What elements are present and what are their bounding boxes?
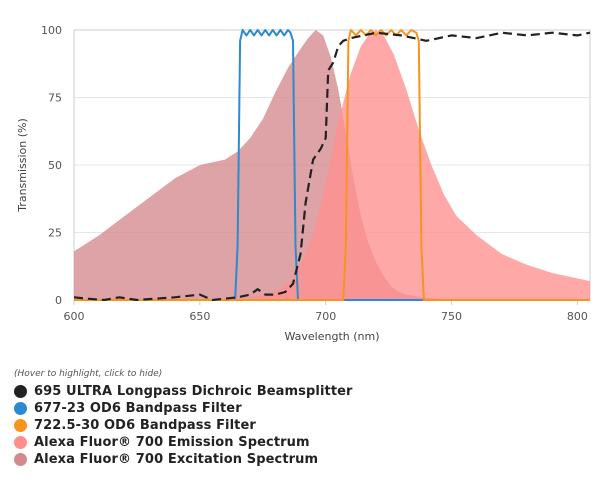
x-axis-label: Wavelength (nm) xyxy=(284,330,379,343)
y-tick-label: 75 xyxy=(48,92,62,105)
series-area-alexa-fluor-700-emission-spectrum xyxy=(74,30,590,300)
y-axis-label: Transmission (%) xyxy=(16,118,29,213)
legend-item-excitation[interactable]: Alexa Fluor® 700 Excitation Spectrum xyxy=(14,451,353,468)
x-tick-label: 650 xyxy=(189,310,210,323)
x-tick-label: 700 xyxy=(315,310,336,323)
y-tick-label: 100 xyxy=(41,24,62,37)
legend-swatch xyxy=(14,402,27,415)
x-tick-label: 750 xyxy=(441,310,462,323)
legend-hint: (Hover to highlight, click to hide) xyxy=(14,369,163,379)
legend-swatch xyxy=(14,436,27,449)
legend-label: 695 ULTRA Longpass Dichroic Beamsplitter xyxy=(34,384,353,399)
x-tick-label: 800 xyxy=(567,310,588,323)
legend-label: 722.5-30 OD6 Bandpass Filter xyxy=(34,418,256,433)
series-line-695-ultra-longpass-dichroic-beamsplitter xyxy=(74,31,590,301)
y-tick-label: 25 xyxy=(48,227,62,240)
legend-swatch xyxy=(14,453,27,466)
series-line-677-23-od6-bandpass-filter xyxy=(74,29,590,301)
legend-swatch xyxy=(14,385,27,398)
x-tick-label: 600 xyxy=(64,310,85,323)
legend-label: 677-23 OD6 Bandpass Filter xyxy=(34,401,242,416)
legend-item-722-bandpass[interactable]: 722.5-30 OD6 Bandpass Filter xyxy=(14,417,353,434)
legend-label: Alexa Fluor® 700 Excitation Spectrum xyxy=(34,452,319,467)
legend-item-677-bandpass[interactable]: 677-23 OD6 Bandpass Filter xyxy=(14,400,353,417)
y-tick-label: 50 xyxy=(48,159,62,172)
legend-item-emission[interactable]: Alexa Fluor® 700 Emission Spectrum xyxy=(14,434,353,451)
chart-svg: 0 25 50 75 100 600 650 700 750 800 Wavelength (nm)… xyxy=(16,24,591,343)
legend-label: Alexa Fluor® 700 Emission Spectrum xyxy=(34,435,310,450)
y-tick-label: 0 xyxy=(55,294,62,307)
legend-swatch xyxy=(14,419,27,432)
spectrum-chart: 0 25 50 75 100 600 650 700 750 800 Wavelength (nm)… xyxy=(16,24,591,343)
legend: (Hover to highlight, click to hide) 695 … xyxy=(14,369,353,468)
legend-item-dichroic[interactable]: 695 ULTRA Longpass Dichroic Beamsplitter xyxy=(14,383,353,400)
